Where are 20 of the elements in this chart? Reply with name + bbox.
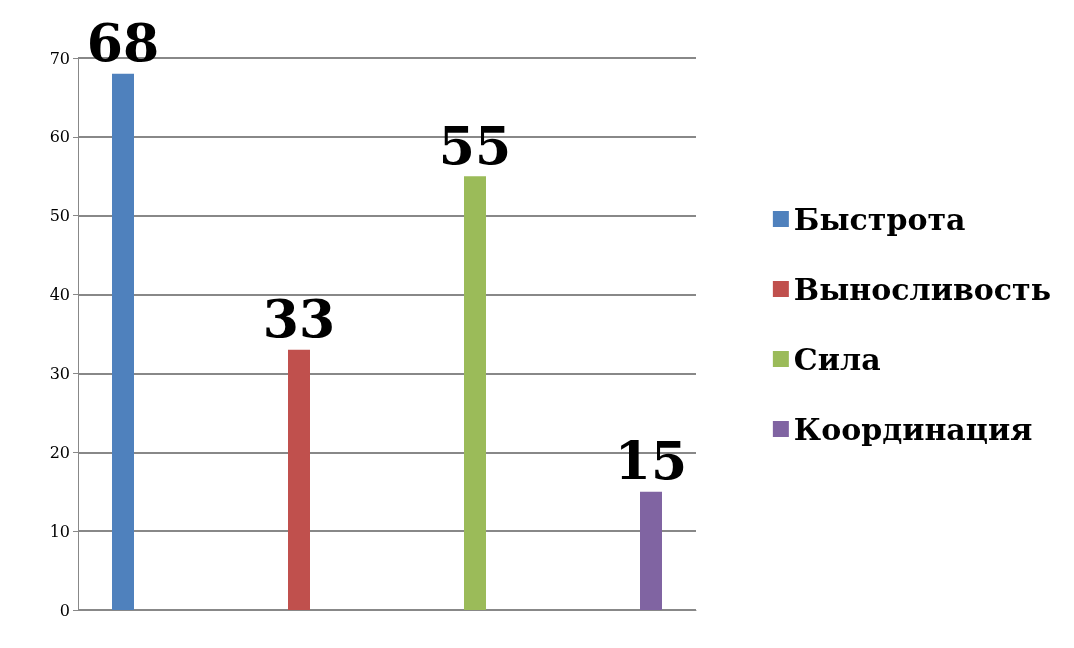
bar [464, 176, 486, 610]
y-tick-label: 0 [59, 600, 70, 620]
y-tick-label: 30 [49, 363, 70, 383]
y-tick-label: 50 [49, 206, 70, 226]
data-label: 33 [262, 288, 336, 350]
bar [640, 491, 662, 610]
y-tick-label: 40 [49, 285, 70, 305]
bar [288, 349, 310, 610]
legend-label: Быстрота [793, 201, 966, 237]
y-tick-label: 70 [49, 48, 70, 68]
data-label: 68 [86, 12, 160, 74]
data-label: 15 [614, 430, 688, 492]
y-tick-label: 10 [49, 521, 70, 541]
legend-label: Координация [793, 411, 1033, 447]
y-tick-label: 60 [49, 127, 70, 147]
y-tick-label: 20 [49, 442, 70, 462]
legend-label: Сила [793, 341, 881, 377]
data-label: 55 [438, 114, 512, 176]
bar [112, 73, 134, 610]
legend-label: Выносливость [793, 271, 1051, 307]
